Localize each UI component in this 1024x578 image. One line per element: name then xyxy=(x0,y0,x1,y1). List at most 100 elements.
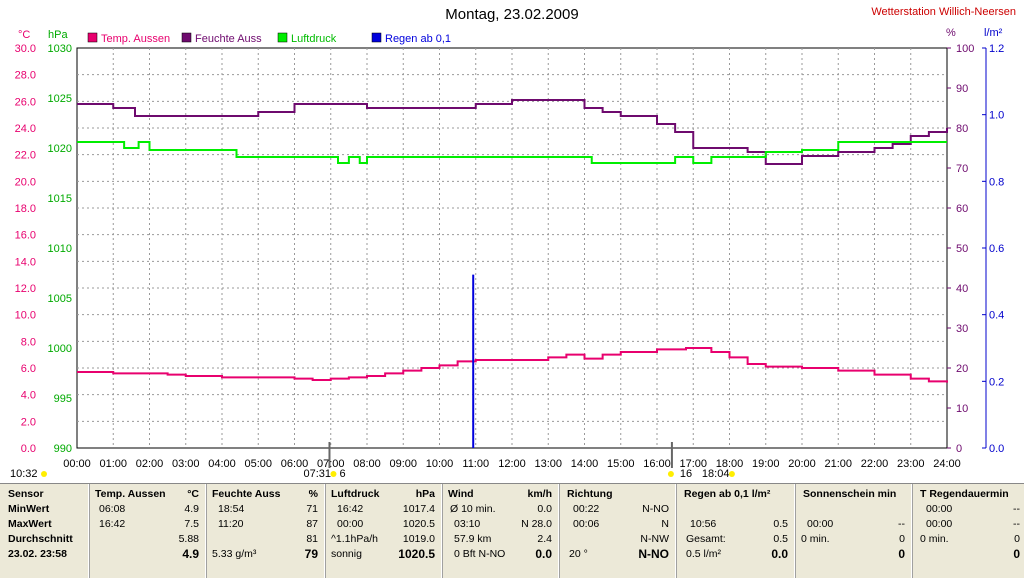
temp-header: Temp. Aussen xyxy=(95,488,166,500)
humidity-absolute: 5.33 g/m³ xyxy=(212,548,257,560)
x-axis-tick: 12:00 xyxy=(498,458,526,470)
rain-axis-tick: 0.8 xyxy=(989,176,1004,188)
wind-avg-label: Ø 10 min. xyxy=(450,503,496,515)
rain-amount: 0.5 l/m² xyxy=(686,548,722,560)
temp-axis-tick: 10.0 xyxy=(15,310,36,322)
x-axis-tick: 16:00 xyxy=(643,458,671,470)
rain-axis-tick: 1.0 xyxy=(989,110,1004,122)
temp-axis-unit: °C xyxy=(18,29,30,41)
direction-r1-value: N-NO xyxy=(642,503,669,515)
rain-axis-tick: 0.6 xyxy=(989,243,1004,255)
rain-current-value: 0.0 xyxy=(771,547,788,561)
humidity-axis-tick: 70 xyxy=(956,163,968,175)
pressure-min-time: 16:42 xyxy=(337,503,364,515)
summary-table: Sensor MinWert MaxWert Durchschnitt 23.0… xyxy=(0,483,1024,578)
pressure-axis-tick: 1025 xyxy=(48,93,72,105)
humidity-axis-tick: 40 xyxy=(956,283,968,295)
x-axis-tick: 05:00 xyxy=(244,458,272,470)
x-axis-tick: 04:00 xyxy=(208,458,236,470)
temp-unit: °C xyxy=(187,488,199,500)
humidity-avg-value: 81 xyxy=(306,533,318,545)
wind-avg-value: 0.0 xyxy=(537,503,552,515)
x-axis-tick: 19:00 xyxy=(752,458,780,470)
legend-label: Luftdruck xyxy=(291,33,337,45)
maxwert-label: MaxWert xyxy=(8,518,52,530)
x-axis-tick: 17:00 xyxy=(679,458,707,470)
temp-axis-tick: 18.0 xyxy=(15,203,36,215)
pressure-forecast: sonnig xyxy=(331,548,362,560)
rain-duration-header: T Regendauermin xyxy=(920,488,1009,500)
pressure-axis-tick: 1020 xyxy=(48,143,72,155)
sunset-time: 18:04 xyxy=(702,468,730,480)
temp-axis-tick: 0.0 xyxy=(21,443,36,455)
x-axis-tick: 10:00 xyxy=(426,458,454,470)
rain-axis-tick: 0.2 xyxy=(989,376,1004,388)
sensor-column: Sensor MinWert MaxWert Durchschnitt 23.0… xyxy=(0,484,89,578)
x-axis-tick: 06:00 xyxy=(281,458,309,470)
sunshine-column: Sonnenschein min 00:00 -- 0 min. 0 0 xyxy=(795,484,912,578)
sunshine-minutes: 0 min. xyxy=(801,533,830,545)
x-axis-tick: 24:00 xyxy=(933,458,961,470)
wind-max-time: 03:10 xyxy=(454,518,481,530)
pressure-current-value: 1020.5 xyxy=(398,547,435,561)
rain-axis-tick: 0.4 xyxy=(989,310,1004,322)
x-axis-tick: 13:00 xyxy=(534,458,562,470)
pressure-axis-tick: 990 xyxy=(54,443,72,455)
x-axis-tick: 02:00 xyxy=(136,458,164,470)
rain-total-label: Gesamt: xyxy=(686,533,726,545)
rain-axis-tick: 0.0 xyxy=(989,443,1004,455)
temp-current-value: 4.9 xyxy=(182,547,199,561)
x-axis-tick: 07:00 xyxy=(317,458,345,470)
legend-label: Regen ab 0,1 xyxy=(385,33,451,45)
sensor-header: Sensor xyxy=(8,488,44,500)
humidity-series-line xyxy=(77,99,948,165)
wind-unit: km/h xyxy=(527,488,552,500)
sun-icon xyxy=(667,471,674,477)
humidity-axis-tick: 50 xyxy=(956,243,968,255)
legend-label: Feuchte Auss xyxy=(195,33,262,45)
humidity-axis-tick: 90 xyxy=(956,83,968,95)
temp-axis-tick: 26.0 xyxy=(15,96,36,108)
humidity-axis-tick: 10 xyxy=(956,403,968,415)
humidity-column: Feuchte Auss% 18:54 71 11:20 87 81 5.33 g/… xyxy=(206,484,325,578)
temp-axis-tick: 24.0 xyxy=(15,123,36,135)
wind-header: Wind xyxy=(448,488,474,500)
x-axis-tick: 01:00 xyxy=(99,458,127,470)
humidity-max-time: 11:20 xyxy=(218,518,244,530)
chart-title: Montag, 23.02.2009 xyxy=(445,6,579,23)
sunshine-current: 0 xyxy=(898,547,905,561)
pressure-axis-tick: 1030 xyxy=(48,43,72,55)
direction-header: Richtung xyxy=(567,488,613,500)
temp-axis-tick: 14.0 xyxy=(15,256,36,268)
x-axis-tick: 21:00 xyxy=(824,458,852,470)
sunrise-time: 07:31 xyxy=(303,468,331,480)
pressure-axis-tick: 1015 xyxy=(48,193,72,205)
x-axis-tick: 20:00 xyxy=(788,458,816,470)
x-axis-tick: 00:00 xyxy=(63,458,91,470)
direction-r3-value: N-NW xyxy=(640,533,669,545)
temp-axis-tick: 12.0 xyxy=(15,283,36,295)
direction-r2-time: 00:06 xyxy=(573,518,600,530)
pressure-axis-tick: 1005 xyxy=(48,293,72,305)
temp-axis-tick: 16.0 xyxy=(15,230,36,242)
pressure-trend: ^1.1hPa/h xyxy=(331,533,378,545)
pressure-axis-unit: hPa xyxy=(48,29,68,41)
humidity-max-value: 87 xyxy=(306,518,318,530)
x-axis-tick: 08:00 xyxy=(353,458,381,470)
legend-swatch xyxy=(181,32,192,43)
durchschnitt-label: Durchschnitt xyxy=(8,533,73,545)
humidity-current-value: 79 xyxy=(304,547,318,561)
temp-axis-tick: 4.0 xyxy=(21,390,36,402)
pressure-axis-tick: 1010 xyxy=(48,243,72,255)
temp-avg-value: 5.88 xyxy=(178,533,199,545)
temp-min-value: 4.9 xyxy=(184,503,199,515)
temp-max-value: 7.5 xyxy=(184,518,199,530)
humidity-axis-tick: 20 xyxy=(956,363,968,375)
x-axis-tick: 14:00 xyxy=(571,458,599,470)
wind-beaufort: 0 Bft N-NO xyxy=(454,548,506,560)
temp-axis-tick: 30.0 xyxy=(15,43,36,55)
pressure-max-value: 1020.5 xyxy=(402,518,435,530)
temp-axis-tick: 28.0 xyxy=(15,70,36,82)
rain-max-value: 0.5 xyxy=(773,518,788,530)
direction-degrees: 20 ° xyxy=(569,548,588,560)
